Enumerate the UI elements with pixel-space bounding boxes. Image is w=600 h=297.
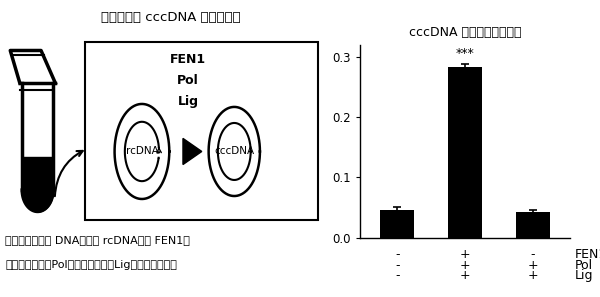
Text: rcDNA: rcDNA	[125, 146, 158, 157]
Text: -: -	[530, 248, 535, 261]
Text: 精製した前駆体 DNA（図中 rcDNA）を FEN1、: 精製した前駆体 DNA（図中 rcDNA）を FEN1、	[5, 235, 190, 245]
Text: Lig: Lig	[178, 95, 199, 108]
Text: +: +	[460, 248, 470, 261]
Text: Pol: Pol	[177, 74, 199, 87]
Text: -: -	[395, 259, 400, 272]
Bar	[85, 42, 318, 220]
Bar	[380, 210, 414, 238]
Text: -: -	[395, 269, 400, 282]
Text: +: +	[460, 269, 470, 282]
Text: Lig: Lig	[575, 269, 593, 282]
Text: 試験管内で cccDNA 形成を再現: 試験管内で cccDNA 形成を再現	[101, 11, 241, 24]
Text: ポリメラーゼ（Pol）、リガーゼ（Lig）と反応させる: ポリメラーゼ（Pol）、リガーゼ（Lig）と反応させる	[5, 260, 177, 270]
Text: -: -	[395, 248, 400, 261]
Text: cccDNA: cccDNA	[214, 146, 254, 157]
Title: cccDNA が形成される割合: cccDNA が形成される割合	[409, 26, 521, 39]
Text: FEN1: FEN1	[170, 53, 206, 67]
Bar	[516, 212, 550, 238]
Text: FEN1: FEN1	[575, 248, 600, 261]
Text: +: +	[460, 259, 470, 272]
Text: +: +	[527, 269, 538, 282]
Bar	[448, 67, 482, 238]
Polygon shape	[183, 138, 202, 165]
Text: ***: ***	[455, 47, 475, 60]
Text: Pol: Pol	[575, 259, 593, 272]
Text: +: +	[527, 259, 538, 272]
